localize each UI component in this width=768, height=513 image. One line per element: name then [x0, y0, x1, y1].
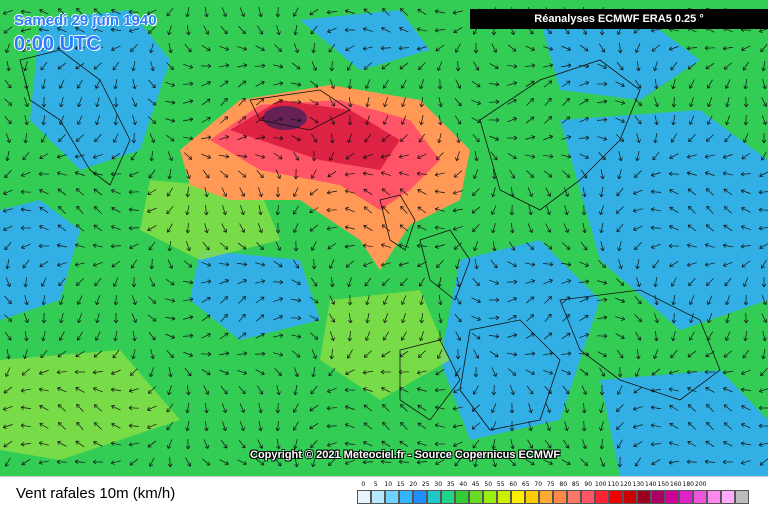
forecast-date: Samedi 29 juin 1940	[14, 12, 157, 29]
scale-label: 160	[670, 481, 683, 488]
scale-swatch	[623, 490, 637, 504]
wind-gust-map: Samedi 29 juin 1940 0:00 UTC Réanalyses …	[0, 0, 768, 476]
scale-swatch	[679, 490, 693, 504]
source-label: Réanalyses ECMWF ERA5 0.25 °	[470, 9, 768, 29]
scale-swatch	[567, 490, 581, 504]
scale-swatch	[441, 490, 455, 504]
scale-label: 180	[682, 481, 695, 488]
scale-label: 100	[595, 481, 608, 488]
forecast-time: 0:00 UTC	[14, 33, 101, 56]
scale-swatch	[511, 490, 525, 504]
scale-swatch	[581, 490, 595, 504]
scale-label: 15	[395, 481, 408, 488]
scale-swatch	[413, 490, 427, 504]
scale-swatch	[455, 490, 469, 504]
scale-label: 25	[420, 481, 433, 488]
scale-swatch	[637, 490, 651, 504]
scale-label: 85	[570, 481, 583, 488]
scale-swatch	[399, 490, 413, 504]
scale-label: 80	[557, 481, 570, 488]
scale-label: 90	[582, 481, 595, 488]
scale-label: 30	[432, 481, 445, 488]
scale-swatch	[693, 490, 707, 504]
scale-swatch	[609, 490, 623, 504]
scale-label: 50	[482, 481, 495, 488]
scale-swatch	[385, 490, 399, 504]
copyright-text: Copyright © 2021 Meteociel.fr - Source C…	[250, 449, 560, 461]
map-svg	[0, 0, 768, 476]
scale-swatch	[707, 490, 721, 504]
scale-swatch	[469, 490, 483, 504]
scale-label: 75	[545, 481, 558, 488]
scale-label: 150	[657, 481, 670, 488]
scale-swatch	[357, 490, 371, 504]
legend-title: Vent rafales 10m (km/h)	[16, 485, 175, 502]
scale-swatch	[427, 490, 441, 504]
scale-swatch	[735, 490, 749, 504]
scale-label: 55	[495, 481, 508, 488]
scale-swatch	[497, 490, 511, 504]
scale-label: 110	[607, 481, 620, 488]
scale-swatch	[651, 490, 665, 504]
scale-swatch	[595, 490, 609, 504]
scale-swatch	[539, 490, 553, 504]
scale-swatch	[371, 490, 385, 504]
scale-swatches	[357, 490, 749, 504]
scale-swatch	[721, 490, 735, 504]
scale-label: 35	[445, 481, 458, 488]
scale-label: 70	[532, 481, 545, 488]
scale-label: 40	[457, 481, 470, 488]
scale-label: 10	[382, 481, 395, 488]
scale-label: 0	[357, 481, 370, 488]
scale-label: 120	[620, 481, 633, 488]
scale-swatch	[525, 490, 539, 504]
scale-label: 45	[470, 481, 483, 488]
scale-swatch	[665, 490, 679, 504]
scale-swatch	[553, 490, 567, 504]
scale-swatch	[483, 490, 497, 504]
scale-label: 20	[407, 481, 420, 488]
scale-label: 60	[507, 481, 520, 488]
scale-label: 130	[632, 481, 645, 488]
scale-label: 65	[520, 481, 533, 488]
scale-label: 5	[370, 481, 383, 488]
scale-label: 140	[645, 481, 658, 488]
storm-core	[263, 106, 307, 130]
scale-label: 200	[695, 481, 708, 488]
